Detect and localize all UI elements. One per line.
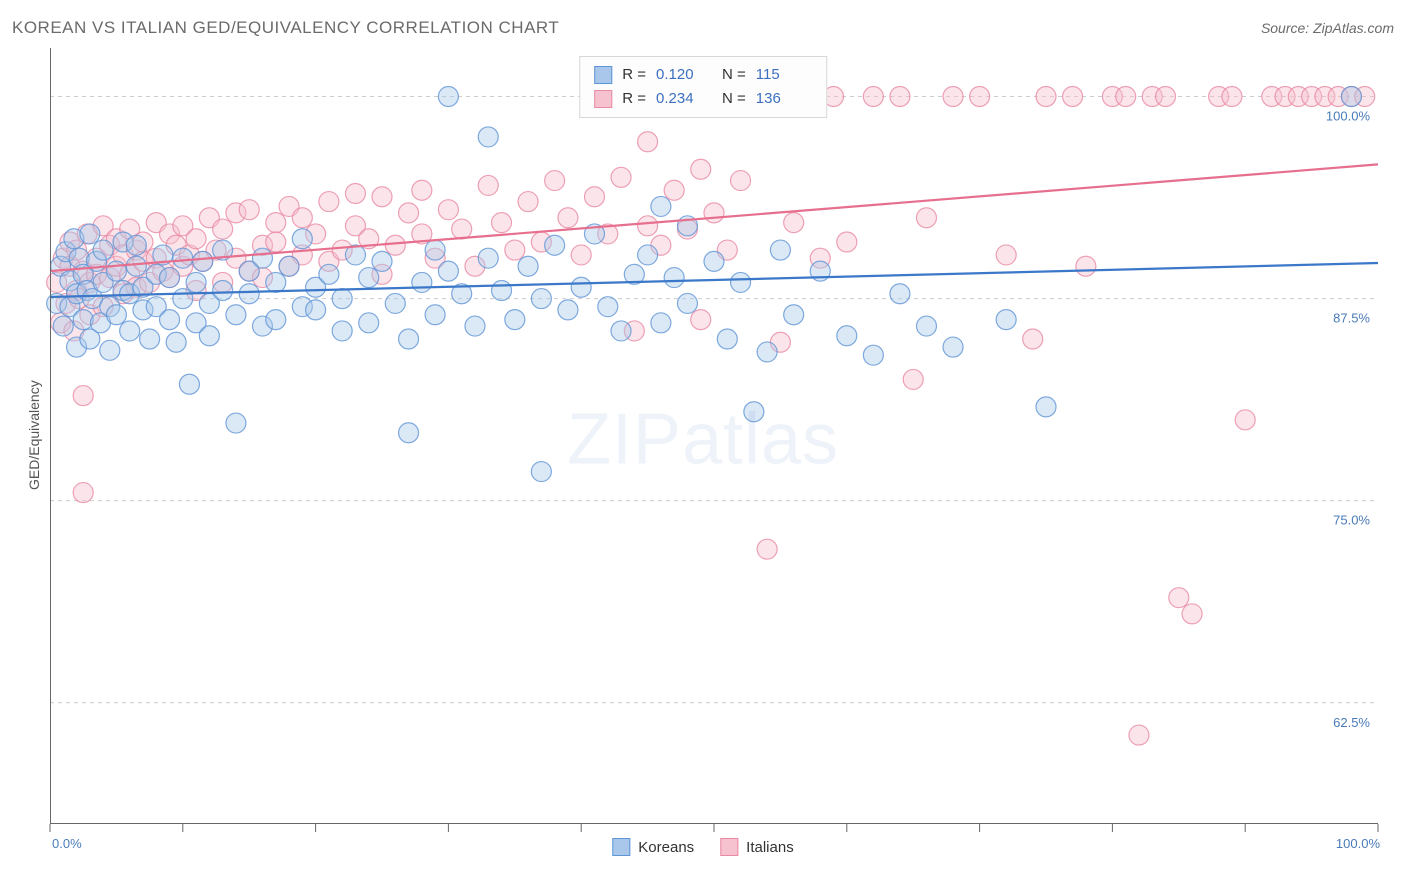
svg-text:100.0%: 100.0%: [1336, 836, 1381, 851]
legend-item: Italians: [720, 838, 794, 856]
stats-row: R =0.120N =115: [594, 63, 812, 87]
source-credit: Source: ZipAtlas.com: [1261, 20, 1394, 36]
legend-label: Koreans: [638, 839, 694, 856]
legend-label: Italians: [746, 839, 794, 856]
legend-swatch: [594, 66, 612, 84]
stats-row: R =0.234N =136: [594, 87, 812, 111]
plot-frame: [50, 48, 1378, 824]
legend-swatch: [594, 90, 612, 108]
legend-swatch: [720, 838, 738, 856]
series-legend: Koreans Italians: [612, 838, 793, 856]
stats-legend-box: R =0.120N =115R =0.234N =136: [579, 56, 827, 118]
svg-text:0.0%: 0.0%: [52, 836, 82, 851]
legend-swatch: [612, 838, 630, 856]
y-axis-label: GED/Equivalency: [26, 380, 42, 490]
chart-title: KOREAN VS ITALIAN GED/EQUIVALENCY CORREL…: [12, 18, 559, 38]
legend-item: Koreans: [612, 838, 694, 856]
